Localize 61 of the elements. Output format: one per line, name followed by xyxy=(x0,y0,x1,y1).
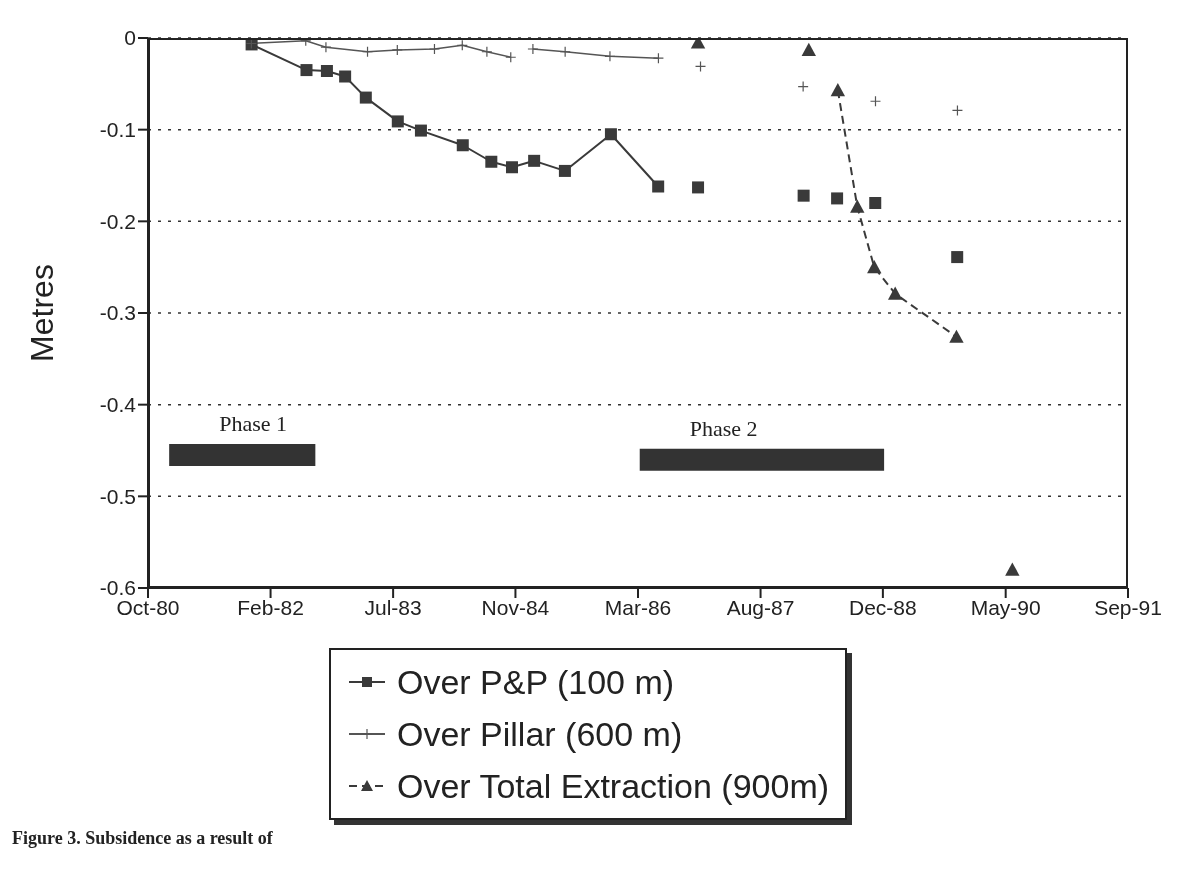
series-label: Phase 2 xyxy=(689,415,758,441)
point xyxy=(505,161,518,174)
point xyxy=(391,115,404,128)
point xyxy=(505,51,517,63)
point xyxy=(558,164,571,177)
point xyxy=(797,80,809,93)
point xyxy=(485,155,498,168)
point xyxy=(528,154,541,167)
point xyxy=(361,46,374,58)
point xyxy=(320,65,333,77)
point xyxy=(481,46,493,58)
point xyxy=(1005,562,1020,576)
point xyxy=(559,46,571,58)
point xyxy=(300,64,313,77)
x-tick-label: Sep-91 xyxy=(1094,595,1162,619)
y-tick-label: -0.1 xyxy=(99,118,136,142)
x-tick-label: Mar-86 xyxy=(604,595,672,619)
point xyxy=(320,41,332,53)
legend-label: Over P&P (100 m) xyxy=(396,662,675,702)
point xyxy=(951,251,964,264)
point xyxy=(414,124,427,137)
point xyxy=(951,104,964,117)
point xyxy=(391,44,403,56)
point xyxy=(850,199,865,213)
point xyxy=(830,83,846,97)
point xyxy=(797,189,810,202)
x-tick-label: Nov-84 xyxy=(481,595,550,619)
y-tick-label: 0 xyxy=(124,26,136,50)
point xyxy=(527,43,539,55)
x-tick-label: Aug-87 xyxy=(726,595,795,619)
point xyxy=(831,192,844,205)
point xyxy=(339,70,352,83)
point xyxy=(456,139,469,152)
point xyxy=(428,43,441,55)
y-tick-label: -0.2 xyxy=(99,209,136,233)
point xyxy=(869,197,882,209)
point xyxy=(652,180,665,193)
point xyxy=(867,259,882,274)
point xyxy=(887,286,903,300)
point xyxy=(604,50,616,62)
y-tick-label: -0.5 xyxy=(99,484,136,508)
x-tick-label: Jul-83 xyxy=(364,595,422,619)
y-tick-label: -0.3 xyxy=(99,301,136,325)
x-tick-label: May-90 xyxy=(970,595,1041,619)
x-tick-label: Dec-88 xyxy=(849,595,917,619)
point xyxy=(949,329,964,343)
point xyxy=(694,60,707,73)
point xyxy=(869,95,882,107)
caption: Figure 3. Subsidence as a result of xyxy=(12,828,274,849)
point xyxy=(801,42,816,56)
legend-label: Over Total Extraction (900m) xyxy=(396,766,830,806)
series-label: Phase 1 xyxy=(219,411,287,437)
legend-label: Over Pillar (600 m) xyxy=(396,714,683,754)
y-tick-label: -0.4 xyxy=(99,393,137,417)
point xyxy=(359,91,372,104)
y-axis-title: Metres xyxy=(24,264,61,362)
x-tick-label: Feb-82 xyxy=(237,595,304,619)
point xyxy=(652,52,665,64)
point xyxy=(456,39,468,51)
point xyxy=(692,181,705,194)
point xyxy=(604,128,617,141)
